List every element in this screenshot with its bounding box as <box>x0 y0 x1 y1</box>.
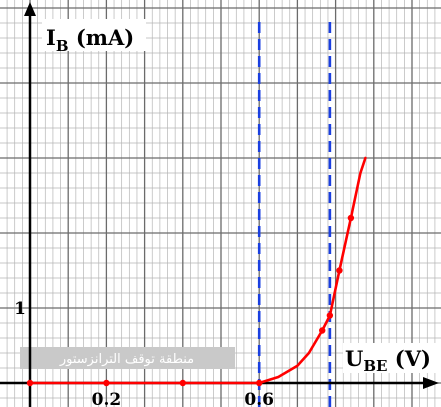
annotation-text: منطقة توقف الترانزستور <box>59 352 194 367</box>
data-point <box>103 379 110 387</box>
y-axis-label-unit: (mA) <box>69 25 135 50</box>
x-axis-label-sub: BE <box>363 357 387 375</box>
x-tick-label: 0.2 <box>92 390 122 407</box>
reference-lines <box>257 22 332 407</box>
data-point <box>347 214 355 222</box>
x-axis-arrow-icon <box>423 377 439 389</box>
y-axis-label-background <box>42 19 146 51</box>
y-axis-label-main: I <box>46 25 56 50</box>
cutoff-region-annotation: منطقة توقف الترانزستور <box>20 347 235 369</box>
x-axis-label-main: U <box>345 346 363 371</box>
y-axis-label-sub: B <box>56 37 69 55</box>
series-line <box>28 156 367 385</box>
x-axis-label: UBE (V) <box>343 343 441 375</box>
series-layer <box>28 156 367 385</box>
x-axis-label-text: UBE (V) <box>345 346 431 375</box>
annotation-background <box>20 347 235 369</box>
y-axis-label-text: IB (mA) <box>46 25 134 55</box>
y-axis-label: IB (mA) <box>42 19 146 55</box>
data-point <box>319 327 326 334</box>
data-point <box>326 312 334 319</box>
data-point <box>336 267 343 274</box>
y-axis-arrow-icon <box>24 2 36 16</box>
x-tick-label: 0.6 <box>244 390 274 407</box>
tick-labels: 0.2 0.6 1 <box>14 299 274 407</box>
x-axis-label-background <box>343 343 441 373</box>
y-tick-label: 1 <box>14 299 26 319</box>
data-markers <box>26 214 355 387</box>
data-point <box>26 379 34 387</box>
x-axis-label-unit: (V) <box>387 346 430 371</box>
data-point <box>179 379 186 387</box>
data-point <box>256 379 263 387</box>
